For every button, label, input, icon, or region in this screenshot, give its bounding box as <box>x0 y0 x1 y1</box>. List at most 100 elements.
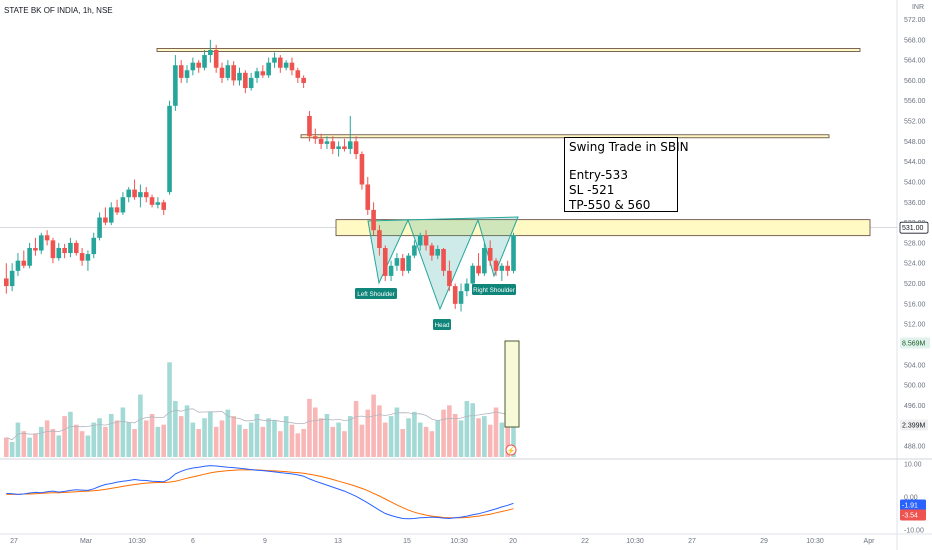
candle-body <box>4 278 9 287</box>
volume-bar <box>458 420 464 457</box>
time-label: 29 <box>760 538 768 545</box>
volume-bar <box>27 437 32 457</box>
candle-body <box>400 258 406 271</box>
volume-bar <box>50 429 56 457</box>
candle-body <box>231 65 236 81</box>
volume-bar <box>406 418 411 457</box>
candle-body <box>493 260 499 271</box>
volume-bar <box>219 420 225 457</box>
candle-body <box>33 247 38 251</box>
horizontal-zone[interactable] <box>156 48 861 52</box>
price-tick-label: 540.00 <box>904 179 926 186</box>
volume-bar <box>278 431 283 457</box>
candle-body <box>15 260 21 271</box>
volume-bar <box>272 420 277 457</box>
candle-body <box>196 62 201 68</box>
volume-bar <box>417 422 423 457</box>
macd-tick-label: -10.00 <box>904 528 924 535</box>
volume-bar <box>33 433 38 457</box>
candle-body <box>120 197 126 213</box>
volume-bar <box>482 416 487 457</box>
time-label: 20 <box>509 538 517 545</box>
price-tick-label: 528.00 <box>904 240 926 247</box>
volume-bar <box>324 413 330 457</box>
volume-bar <box>231 416 236 457</box>
candle-body <box>27 247 32 266</box>
signal-badge-bg <box>900 509 926 521</box>
volume-bar <box>347 416 353 457</box>
macd-tick-label: 10.00 <box>904 462 922 469</box>
candle-body <box>423 235 429 246</box>
price-tick-label: 496.00 <box>904 403 926 410</box>
candle-body <box>511 235 516 271</box>
volume-ma-line <box>6 408 514 441</box>
candle-body <box>266 62 271 76</box>
volume-bar <box>301 429 306 457</box>
volume-bar <box>330 426 336 457</box>
volume-bar <box>423 426 429 457</box>
candle-body <box>278 57 283 68</box>
price-badge-bg <box>899 221 929 234</box>
volume-bar <box>243 429 248 457</box>
candle-body <box>289 62 295 71</box>
volume-bar <box>15 422 21 457</box>
volume-bar <box>435 420 441 457</box>
candle-body <box>190 62 196 71</box>
candle-body <box>377 230 382 248</box>
volume-bar <box>155 426 161 457</box>
volume-bar <box>441 409 446 457</box>
trade-note[interactable]: Swing Trade in SBIN Entry-533 SL -521 TP… <box>564 137 689 212</box>
volume-bar <box>289 424 295 457</box>
candle-body <box>295 70 301 78</box>
candle-body <box>219 67 225 78</box>
volume-bar <box>202 418 207 457</box>
candle-body <box>108 207 114 223</box>
candle-body <box>237 72 242 81</box>
time-label: 10:30 <box>626 538 644 545</box>
time-label: Apr <box>864 538 876 545</box>
volume-bar <box>452 413 458 457</box>
candle-body <box>202 55 207 68</box>
price-tick-label: 548.00 <box>904 139 926 146</box>
time-label: 22 <box>581 538 589 545</box>
volume-bar <box>353 401 359 457</box>
volume-bar <box>295 433 301 457</box>
head-label-bg[interactable] <box>433 319 451 330</box>
candle-body <box>126 189 132 198</box>
price-tick-label: 572.00 <box>904 17 926 24</box>
candle-body <box>38 235 44 251</box>
candle-body <box>50 240 56 259</box>
candle-body <box>167 105 172 193</box>
volume-bar <box>260 426 266 457</box>
volume-bar <box>138 394 143 457</box>
volume-bar <box>377 405 382 457</box>
volume-bar <box>342 431 347 457</box>
right-shoulder-label-bg[interactable] <box>472 284 516 295</box>
horizontal-zone[interactable] <box>335 219 871 237</box>
candle-body <box>505 265 510 271</box>
volume-bar <box>190 422 196 457</box>
volume-bar <box>429 431 435 457</box>
time-label: 6 <box>191 538 195 545</box>
candle-body <box>56 247 62 259</box>
volume-highlight-box[interactable] <box>504 340 520 428</box>
candle-body <box>260 71 266 76</box>
volume-bar <box>505 411 510 457</box>
candle-body <box>301 77 306 83</box>
candle-body <box>353 141 359 155</box>
candle-body <box>149 197 155 205</box>
candle-body <box>487 247 493 261</box>
volume-bar <box>388 416 394 457</box>
volume-bar <box>120 407 126 457</box>
candle-body <box>470 265 475 284</box>
left-shoulder-label-bg[interactable] <box>355 288 397 299</box>
candle-body <box>417 235 423 246</box>
price-tick-label: 512.00 <box>904 322 926 329</box>
volume-bar <box>394 407 400 457</box>
candle-body <box>243 72 248 89</box>
flash-icon[interactable] <box>505 444 517 456</box>
volume-bar <box>56 435 62 457</box>
time-label: 13 <box>334 538 342 545</box>
candle-body <box>499 265 505 271</box>
